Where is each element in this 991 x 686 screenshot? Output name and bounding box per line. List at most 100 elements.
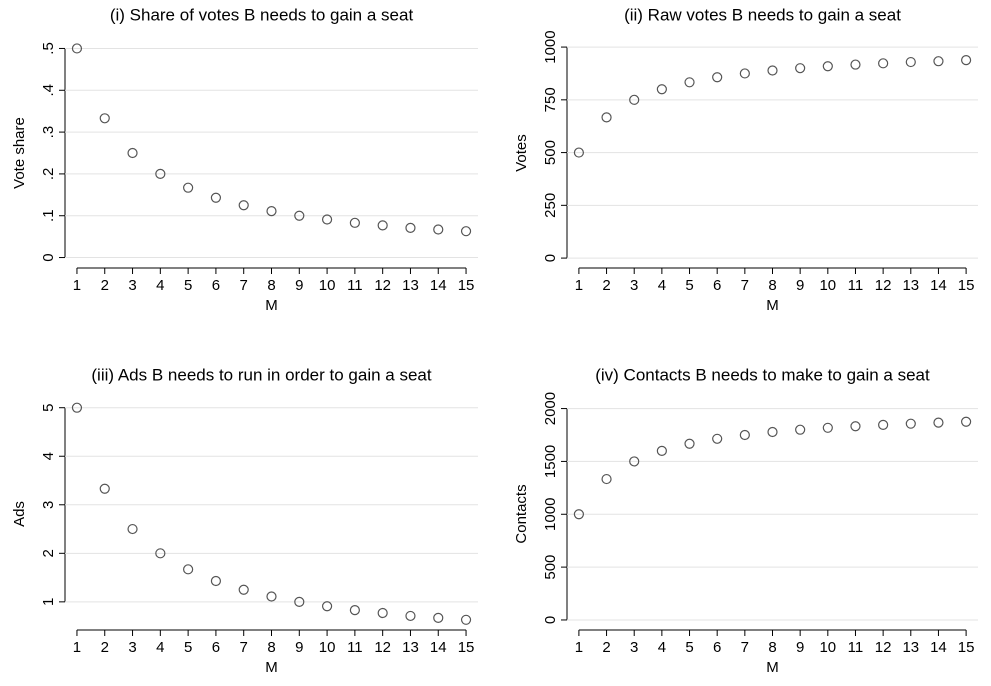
x-tick-label: 8 — [267, 277, 275, 294]
marker — [684, 77, 695, 88]
x-tick-label: 13 — [902, 277, 919, 294]
x-tick-label: 1 — [575, 639, 583, 656]
marker — [405, 610, 416, 622]
marker — [460, 226, 472, 237]
x-axis-label: M — [265, 297, 278, 314]
x-tick-label: 7 — [240, 277, 248, 294]
marker — [71, 402, 83, 413]
marker — [433, 224, 444, 235]
x-tick-label: 4 — [658, 639, 666, 656]
chart-title: (ii) Raw votes B needs to gain a seat — [624, 5, 901, 24]
y-tick-label: 500 — [542, 555, 559, 580]
marker — [712, 433, 723, 444]
x-tick-label: 7 — [741, 277, 749, 294]
y-tick-label: .3 — [40, 126, 57, 139]
x-axis-label: M — [766, 659, 779, 676]
x-tick-label: 2 — [602, 639, 610, 656]
x-tick-label: 7 — [741, 639, 749, 656]
x-tick-label: 14 — [430, 277, 447, 294]
y-tick-label: 2000 — [542, 392, 559, 425]
marker — [99, 483, 110, 494]
marker — [238, 584, 249, 595]
marker — [601, 473, 612, 485]
y-tick-label: 0 — [40, 253, 57, 261]
x-tick-label: 4 — [156, 277, 164, 294]
marker — [933, 417, 944, 428]
x-tick-label: 5 — [184, 277, 192, 294]
marker — [850, 59, 861, 70]
x-tick-label: 12 — [374, 639, 391, 656]
marker — [155, 548, 166, 559]
x-tick-label: 5 — [685, 639, 693, 656]
x-tick-label: 4 — [658, 277, 666, 294]
y-tick-label: 3 — [40, 501, 57, 509]
marker — [183, 182, 194, 193]
y-tick-label: 250 — [542, 193, 559, 218]
x-tick-label: 12 — [875, 277, 892, 294]
chart-title: (iii) Ads B needs to run in order to gai… — [91, 365, 431, 384]
x-tick-label: 14 — [930, 639, 947, 656]
marker — [155, 168, 166, 180]
marker — [933, 56, 944, 67]
x-tick-label: 11 — [347, 277, 363, 294]
x-tick-label: 1 — [575, 277, 583, 294]
x-tick-label: 5 — [685, 277, 693, 294]
x-tick-label: 12 — [875, 639, 892, 656]
x-tick-label: 7 — [240, 639, 248, 656]
marker — [405, 222, 416, 233]
x-tick-label: 15 — [958, 639, 975, 656]
marker — [961, 55, 972, 66]
y-tick-label: 0 — [542, 254, 559, 262]
x-tick-label: 13 — [402, 639, 419, 656]
marker — [795, 63, 806, 74]
x-tick-label: 9 — [295, 639, 303, 656]
marker — [127, 147, 138, 159]
x-tick-label: 4 — [156, 639, 164, 656]
marker — [377, 607, 388, 619]
x-tick-label: 11 — [848, 639, 864, 656]
y-tick-label: 2 — [40, 549, 57, 557]
marker — [629, 94, 640, 105]
x-axis-label: M — [265, 659, 278, 676]
x-tick-label: 10 — [319, 277, 336, 294]
marker — [767, 426, 778, 438]
x-tick-label: 5 — [184, 639, 192, 656]
chart-title: (iv) Contacts B needs to make to gain a … — [595, 365, 930, 384]
x-tick-label: 3 — [128, 277, 136, 294]
chart-title: (i) Share of votes B needs to gain a sea… — [110, 5, 414, 24]
marker — [905, 418, 916, 429]
marker — [767, 65, 778, 76]
x-tick-label: 8 — [768, 639, 776, 656]
x-tick-label: 13 — [902, 639, 919, 656]
marker — [656, 445, 667, 456]
marker — [321, 214, 333, 225]
x-axis-label: M — [766, 297, 779, 314]
x-tick-label: 14 — [430, 639, 447, 656]
marker — [878, 58, 889, 69]
marker — [905, 56, 916, 68]
x-tick-label: 2 — [602, 277, 610, 294]
y-tick-label: 750 — [542, 87, 559, 112]
marker — [822, 422, 833, 433]
x-tick-label: 13 — [402, 277, 419, 294]
marker — [294, 596, 305, 607]
x-tick-label: 3 — [630, 277, 638, 294]
marker — [321, 601, 333, 612]
marker — [850, 421, 861, 432]
y-tick-label: 4 — [40, 452, 57, 460]
y-tick-label: 1000 — [542, 30, 559, 63]
x-tick-label: 14 — [930, 277, 947, 294]
x-tick-label: 11 — [848, 277, 864, 294]
x-tick-label: 2 — [101, 639, 109, 656]
y-axis-label: Vote share — [11, 117, 28, 189]
y-tick-label: 1500 — [542, 445, 559, 478]
x-tick-label: 10 — [319, 639, 336, 656]
marker — [210, 192, 222, 203]
x-tick-label: 3 — [128, 639, 136, 656]
marker — [573, 509, 584, 520]
marker — [822, 61, 833, 72]
x-tick-label: 12 — [374, 277, 391, 294]
marker — [183, 564, 194, 575]
